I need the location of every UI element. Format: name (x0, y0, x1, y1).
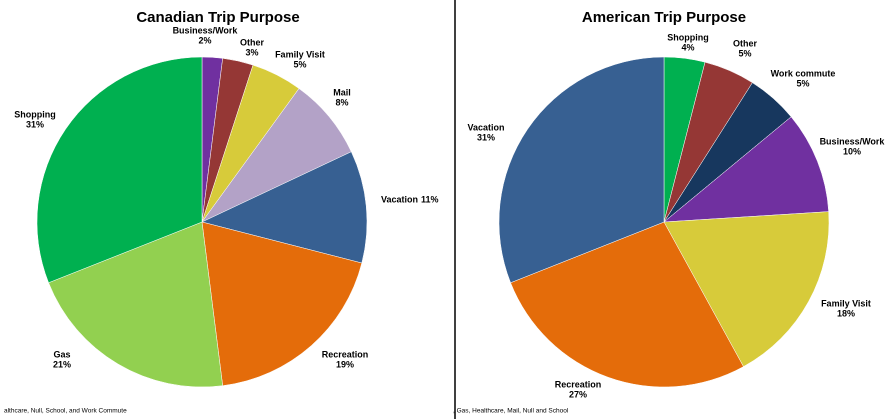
slice-value-label: 27% (569, 389, 587, 399)
slice-value-label: 5% (293, 59, 306, 69)
slice-value-label: 3% (245, 47, 258, 57)
slice-label: Vacation (467, 122, 504, 132)
slice-value-label: 31% (26, 119, 44, 129)
slice-value-label: 8% (335, 97, 348, 107)
pie-slice (36, 56, 203, 284)
slice-value-label: 5% (738, 48, 751, 58)
slice-label: Shopping (14, 109, 56, 119)
slice-label: Vacation (381, 194, 418, 204)
slice-value-label: 31% (477, 132, 495, 142)
pie-slice (201, 151, 368, 264)
pie-slice (48, 221, 223, 388)
slice-value-label: 11% (421, 194, 439, 204)
slice-label: Work commute (771, 68, 836, 78)
chart-title: American Trip Purpose (582, 9, 746, 26)
pie-slice (201, 221, 363, 386)
slice-value-label: 18% (837, 308, 855, 318)
pie-slice (510, 221, 744, 388)
chart-title: Canadian Trip Purpose (136, 9, 299, 26)
slice-label: Gas (53, 349, 70, 359)
footnote: althcare, Null, School, and Work Commute (4, 408, 127, 415)
slice-label: Recreation (322, 349, 369, 359)
pie-slice (663, 116, 829, 223)
slice-value-label: 4% (681, 42, 694, 52)
slice-label: Mail (333, 87, 351, 97)
slice-label: Family Visit (821, 298, 871, 308)
pie-slice (663, 211, 830, 367)
slice-label: Business/Work (820, 136, 886, 146)
slice-label: Other (733, 38, 758, 48)
slice-label: Business/Work (173, 25, 239, 35)
slice-value-label: 21% (53, 359, 71, 369)
slice-value-label: 10% (843, 146, 861, 156)
pie-slice (498, 56, 665, 284)
slice-value-label: 19% (336, 359, 354, 369)
slice-label: Family Visit (275, 49, 325, 59)
slice-label: Other (240, 37, 265, 47)
slice-value-label: 5% (796, 78, 809, 88)
slice-label: Recreation (555, 379, 602, 389)
slice-value-label: 2% (198, 35, 211, 45)
footnote: , Gas, Healthcare, Mail, Null and School (453, 408, 569, 415)
slice-label: Shopping (667, 32, 709, 42)
